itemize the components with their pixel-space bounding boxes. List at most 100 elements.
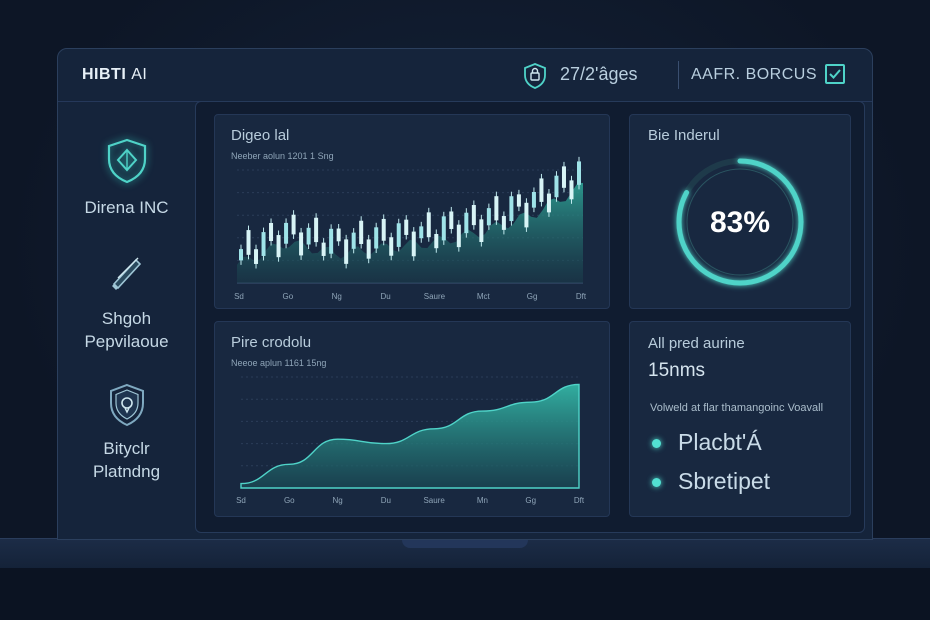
gauge-ring bbox=[676, 158, 804, 286]
candle-body bbox=[381, 218, 386, 241]
x-tick-label: Mn bbox=[477, 496, 488, 505]
x-tick-label: Gg bbox=[527, 292, 538, 301]
legend-dot-icon bbox=[652, 478, 661, 487]
chart-subtitle: Neeber aolun 1201 1 Sng bbox=[231, 151, 334, 161]
candle-body bbox=[441, 216, 446, 241]
candle-body bbox=[344, 239, 349, 264]
candle-body bbox=[306, 227, 311, 245]
x-tick-label: Du bbox=[380, 292, 390, 301]
x-tick-label: Ng bbox=[332, 292, 342, 301]
candle-body bbox=[426, 212, 431, 238]
sidebar-item-shgoh[interactable]: Shgoh Pepvilaoue bbox=[58, 248, 195, 353]
candle-body bbox=[329, 228, 334, 254]
candle-body bbox=[276, 235, 281, 258]
gauge-value: 83% bbox=[709, 206, 771, 239]
shield-diamond-icon bbox=[107, 138, 146, 184]
x-tick-label: Sd bbox=[234, 292, 244, 301]
pen-icon bbox=[111, 257, 141, 290]
candle-body bbox=[486, 208, 491, 226]
gauge-inner-ring bbox=[686, 168, 794, 276]
candle-body bbox=[336, 228, 341, 242]
candle-body bbox=[509, 196, 514, 222]
x-tick-label: Saure bbox=[424, 292, 446, 301]
gauge-card: Bie Inderul 83% bbox=[629, 114, 851, 309]
candle-body bbox=[404, 219, 409, 235]
app-window: HIBTI AI 27/2'âges AAFR. BORCUS Direna I… bbox=[57, 48, 873, 540]
x-tick-label: Dft bbox=[576, 292, 587, 301]
candle-body bbox=[419, 226, 424, 239]
candlestick-series bbox=[239, 156, 581, 269]
candle-body bbox=[321, 242, 326, 256]
x-tick-label: Gg bbox=[525, 496, 536, 505]
gauge-title: Bie Inderul bbox=[648, 127, 720, 144]
app-title: HIBTI AI bbox=[82, 66, 147, 84]
candle-body bbox=[299, 232, 304, 256]
laptop-notch bbox=[402, 538, 528, 548]
x-tick-label: Sd bbox=[236, 496, 246, 505]
candlestick-chart[interactable]: Sd Go Ng Du Saure Mct Gg Dft bbox=[215, 115, 609, 308]
candle-body bbox=[531, 191, 536, 208]
title-bar: HIBTI AI 27/2'âges AAFR. BORCUS bbox=[58, 49, 872, 102]
date-display: 27/2'âges bbox=[560, 64, 638, 84]
x-tick-label: Mct bbox=[477, 292, 491, 301]
chart-title: Pire crodolu bbox=[231, 334, 312, 351]
chart-title: Digeo lal bbox=[231, 127, 290, 144]
sidebar-item-label: Direna INC bbox=[84, 198, 169, 217]
x-tick-label: Go bbox=[283, 292, 294, 301]
candle-body bbox=[374, 227, 379, 249]
candle-body bbox=[396, 223, 401, 247]
user-name[interactable]: AAFR. BORCUS bbox=[691, 66, 818, 83]
sidebar-item-label: Bityclr bbox=[103, 439, 150, 458]
candle-body bbox=[456, 224, 461, 248]
candle-body bbox=[464, 212, 469, 234]
candle-body bbox=[239, 249, 243, 261]
candle-body bbox=[261, 232, 266, 256]
candle-body bbox=[561, 166, 566, 188]
candle-body bbox=[291, 214, 296, 235]
candle-body bbox=[479, 219, 484, 243]
x-tick-label: Du bbox=[381, 496, 391, 505]
candlestick-chart-card: Digeo lal Neeber aolun 1201 1 Sng Sd Go Ng… bbox=[214, 114, 610, 309]
candle-body bbox=[494, 196, 499, 221]
candle-body bbox=[284, 222, 289, 244]
gauge-progress bbox=[676, 158, 804, 286]
shield-lock-icon bbox=[109, 383, 144, 427]
sidebar-item-label: Shgoh bbox=[101, 309, 152, 328]
shield-icon[interactable] bbox=[523, 63, 547, 89]
sidebar: Direna INC Shgoh Pepvilaoue Bityclr Plat… bbox=[58, 102, 195, 540]
candle-body bbox=[434, 233, 439, 249]
candle-body bbox=[366, 239, 371, 259]
app-title-main: HIBTI bbox=[82, 66, 127, 83]
legend-dot-icon bbox=[652, 439, 661, 448]
chart-subtitle: Neeoe aplun 1161 15ng bbox=[231, 358, 327, 368]
candle-body bbox=[254, 249, 259, 264]
x-tick-label: Go bbox=[284, 496, 295, 505]
trend-area bbox=[237, 182, 583, 283]
x-axis-ticks: Sd Go Ng Du Saure Mct Gg Dft bbox=[234, 292, 587, 301]
titlebar-divider bbox=[678, 61, 679, 89]
candle-body bbox=[539, 178, 544, 202]
candle-body bbox=[554, 175, 559, 198]
sidebar-item-bityclr[interactable]: Bityclr Platndng bbox=[58, 382, 195, 483]
x-axis-ticks: Sd Go Ng Du Saure Mn Gg Dft bbox=[236, 496, 585, 505]
area-chart[interactable]: Sd Go Ng Du Saure Mn Gg Dft bbox=[215, 322, 609, 516]
candle-body bbox=[351, 232, 356, 249]
main-panel: Digeo lal Neeber aolun 1201 1 Sng Sd Go Ng… bbox=[195, 101, 865, 533]
stats-card: All pred aurine 15nms Volweld at flar th… bbox=[629, 321, 851, 517]
stats-value: 15nms bbox=[648, 360, 706, 381]
checkbox-toggle[interactable] bbox=[825, 64, 845, 84]
candle-body bbox=[246, 230, 251, 255]
x-tick-label: Ng bbox=[332, 496, 342, 505]
candle-body bbox=[516, 194, 521, 207]
candle-body bbox=[359, 220, 364, 244]
area-chart-card: Pire crodolu Neeoe aplun 1161 15ng Sd Go N… bbox=[214, 321, 610, 517]
sidebar-item-direna[interactable]: Direna INC bbox=[58, 137, 195, 219]
candle-body bbox=[546, 193, 551, 213]
candle-body bbox=[501, 216, 506, 230]
legend-label: Sbretipet bbox=[678, 468, 771, 494]
laptop-shadow bbox=[0, 568, 930, 620]
area-series bbox=[240, 383, 580, 489]
x-tick-label: Dft bbox=[574, 496, 585, 505]
candle-body bbox=[269, 222, 274, 241]
candle-body bbox=[449, 211, 454, 229]
